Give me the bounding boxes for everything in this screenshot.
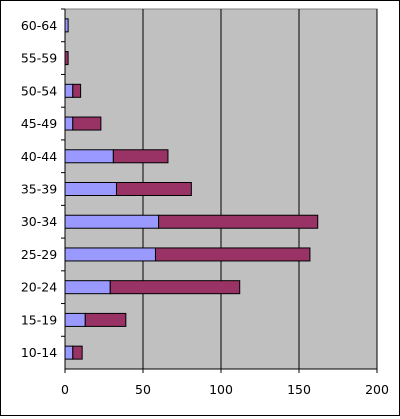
bar-segment-10-14-s1 [64,345,74,360]
bar-segment-20-24-s1 [64,280,111,295]
bar-segment-25-29-s1 [64,247,156,262]
gridlines [61,8,378,373]
x-tick-label: 200 [365,382,389,397]
bar-segment-40-44-s2 [112,149,169,164]
bar-segment-50-54-s1 [64,83,74,98]
category-label: 55-59 [21,51,57,66]
bar-segment-35-39-s1 [64,182,117,196]
category-label: 20-24 [21,280,57,295]
category-label: 45-49 [21,116,57,131]
bar-segment-45-49-s1 [64,116,74,131]
category-label: 60-64 [21,18,57,33]
bar-segment-25-29-s2 [154,247,311,262]
category-label: 10-14 [21,345,57,360]
x-tick-labels: 0 50 100 150 200 [61,382,389,397]
category-labels: 60-64 55-59 50-54 45-49 40-44 35-39 30-34 25-29… [21,18,57,360]
x-tick-label: 50 [135,382,151,397]
x-tick-label: 0 [61,382,69,397]
bar-segment-30-34-s2 [158,214,319,229]
bar-segment-35-39-s2 [115,182,192,196]
bar-segment-10-14-s2 [72,345,83,360]
bar-segment-60-64-s1 [64,18,69,33]
bar-segment-55-59-s2 [64,51,69,66]
bar-segment-50-54-s2 [72,83,82,98]
bar-segment-20-24-s2 [109,280,241,295]
category-label: 35-39 [21,182,57,197]
category-label: 30-34 [21,214,57,229]
category-label: 15-19 [21,312,57,327]
bar-segment-45-49-s2 [72,116,102,131]
category-label: 25-29 [21,247,57,262]
x-tick-label: 150 [287,382,311,397]
bars [64,18,319,360]
bar-segment-15-19-s1 [64,312,86,327]
category-label: 50-54 [21,83,57,98]
bar-segment-15-19-s2 [84,312,127,327]
bar-segment-30-34-s1 [64,214,160,229]
x-tick-label: 100 [209,382,233,397]
category-label: 40-44 [21,149,57,164]
bar-segment-40-44-s1 [64,149,114,164]
